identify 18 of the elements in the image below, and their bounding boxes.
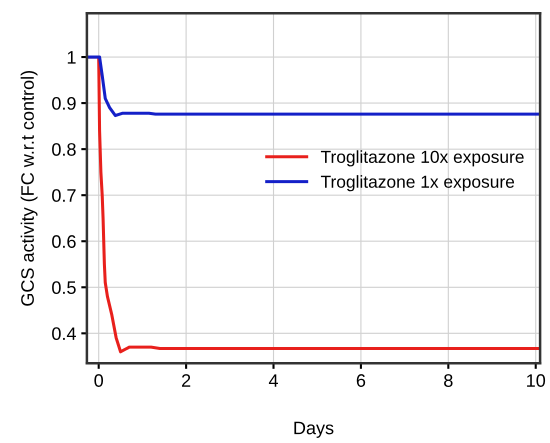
y-tick-label: 0.7 [52,189,76,202]
x-tick-label: 6 [356,374,366,387]
x-tick-label: 0 [94,374,104,387]
x-tick-label: 10 [527,374,546,387]
x-tick-label: 2 [182,374,190,387]
legend-label: Troglitazone 10x exposure [320,150,524,166]
legend-label: Troglitazone 1x exposure [320,175,514,192]
x-tick-label: 4 [268,374,278,387]
x-axis-title: Days [294,422,334,438]
line-series [86,56,540,118]
y-axis-title: GCS activity (FC w.r.t control) [20,71,38,306]
y-tick-label: 0.4 [52,327,76,340]
y-tick-label: 0.6 [52,235,76,248]
x-tick-label: 8 [444,374,453,387]
y-tick-label: 0.9 [52,97,76,110]
y-tick-label: 0.8 [52,143,76,156]
y-tick-label: 1 [68,51,76,64]
y-tick-label: 0.5 [52,281,76,294]
